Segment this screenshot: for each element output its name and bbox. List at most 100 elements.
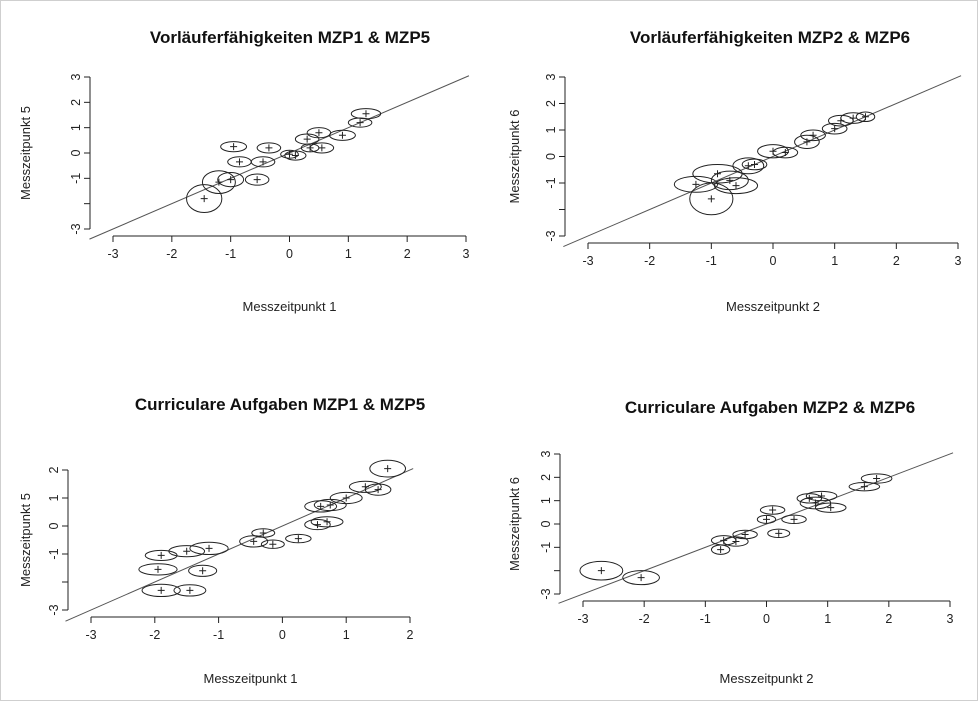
data-point-marker bbox=[269, 541, 276, 548]
y-tick-label: -3 bbox=[544, 230, 558, 241]
x-tick-label: 3 bbox=[463, 247, 470, 261]
x-tick-label: 2 bbox=[407, 628, 414, 642]
data-point-marker bbox=[295, 535, 302, 542]
data-point-marker bbox=[598, 567, 605, 574]
y-tick-label: 2 bbox=[539, 474, 553, 481]
data-point-marker bbox=[751, 161, 758, 168]
data-point-marker bbox=[265, 144, 272, 151]
x-tick-label: 1 bbox=[343, 628, 350, 642]
chart-title: Vorläuferfähigkeiten MZP1 & MZP5 bbox=[150, 28, 430, 47]
data-point-marker bbox=[260, 158, 267, 165]
data-point-marker bbox=[201, 195, 208, 202]
x-tick-label: 0 bbox=[286, 247, 293, 261]
chart-panel-2: Vorläuferfähigkeiten MZP2 & MZP6 -3 -2 -1 0 1… bbox=[507, 28, 962, 314]
x-tick-label: -3 bbox=[582, 254, 593, 268]
x-tick-label: 1 bbox=[824, 612, 831, 626]
x-tick-label: 1 bbox=[831, 254, 838, 268]
data-point-marker bbox=[742, 531, 749, 538]
data-point-marker bbox=[154, 566, 161, 573]
data-point-marker bbox=[230, 143, 237, 150]
data-point-marker bbox=[250, 538, 257, 545]
data-point-marker bbox=[254, 176, 261, 183]
y-tick-label: 1 bbox=[47, 494, 61, 501]
y-tick-label: 0 bbox=[69, 149, 83, 156]
y-axis-label: Messzeitpunkt 5 bbox=[18, 493, 33, 587]
x-axis-label: Messzeitpunkt 2 bbox=[726, 299, 820, 314]
data-point-marker bbox=[717, 546, 724, 553]
data-point-marker bbox=[769, 507, 776, 514]
chart-panel-3: Curriculare Aufgaben MZP1 & MZP5 -3 -2 -1 0 1… bbox=[18, 395, 425, 686]
data-point-marker bbox=[861, 483, 868, 490]
data-point-marker bbox=[763, 516, 770, 523]
x-tick-label: 0 bbox=[763, 612, 770, 626]
y-tick-label: 0 bbox=[544, 153, 558, 160]
y-tick-label: 1 bbox=[544, 126, 558, 133]
x-tick-label: -1 bbox=[213, 628, 224, 642]
reference-line bbox=[65, 469, 413, 622]
y-tick-label: 3 bbox=[539, 450, 553, 457]
reference-line bbox=[563, 76, 961, 247]
data-point-marker bbox=[158, 552, 165, 559]
x-tick-label: -3 bbox=[577, 612, 588, 626]
data-point-marker bbox=[708, 195, 715, 202]
chart-title: Curriculare Aufgaben MZP1 & MZP5 bbox=[135, 395, 425, 414]
x-tick-label: 0 bbox=[279, 628, 286, 642]
data-point-marker bbox=[362, 110, 369, 117]
y-tick-label: 2 bbox=[544, 100, 558, 107]
data-point-marker bbox=[732, 538, 739, 545]
data-point-marker bbox=[692, 181, 699, 188]
x-tick-label: -2 bbox=[166, 247, 177, 261]
x-tick-label: -1 bbox=[700, 612, 711, 626]
data-point-marker bbox=[384, 465, 391, 472]
x-tick-label: 0 bbox=[770, 254, 777, 268]
x-axis-label: Messzeitpunkt 1 bbox=[243, 299, 337, 314]
x-axis-label: Messzeitpunkt 1 bbox=[204, 671, 298, 686]
x-tick-label: -1 bbox=[225, 247, 236, 261]
data-point-marker bbox=[357, 119, 364, 126]
data-point-marker bbox=[827, 504, 834, 511]
x-tick-label: -2 bbox=[639, 612, 650, 626]
y-axis-label: Messzeitpunkt 5 bbox=[18, 106, 33, 200]
data-point-marker bbox=[775, 530, 782, 537]
x-tick-label: -2 bbox=[149, 628, 160, 642]
x-tick-label: 2 bbox=[404, 247, 411, 261]
y-tick-label: -1 bbox=[544, 177, 558, 188]
data-point-marker bbox=[791, 516, 798, 523]
data-point-marker bbox=[638, 574, 645, 581]
chart-panel-4: Curriculare Aufgaben MZP2 & MZP6 -3 -2 -1 0 1… bbox=[507, 398, 954, 686]
data-point-marker bbox=[375, 486, 382, 493]
reference-line bbox=[559, 453, 954, 603]
x-tick-label: -3 bbox=[85, 628, 96, 642]
y-tick-label: 3 bbox=[544, 73, 558, 80]
y-tick-label: 3 bbox=[69, 73, 83, 80]
data-point-marker bbox=[339, 132, 346, 139]
data-point-marker bbox=[206, 545, 213, 552]
y-tick-label: -3 bbox=[47, 604, 61, 615]
y-tick-label: 2 bbox=[69, 99, 83, 106]
data-point-marker bbox=[862, 113, 869, 120]
x-tick-label: 2 bbox=[893, 254, 900, 268]
y-axis-label: Messzeitpunkt 6 bbox=[507, 110, 522, 204]
x-tick-label: -1 bbox=[706, 254, 717, 268]
x-tick-label: 3 bbox=[947, 612, 954, 626]
y-axis-label: Messzeitpunkt 6 bbox=[507, 477, 522, 571]
data-point-marker bbox=[183, 548, 190, 555]
y-tick-label: 2 bbox=[47, 466, 61, 473]
data-point-marker bbox=[186, 587, 193, 594]
y-tick-label: -1 bbox=[69, 173, 83, 184]
x-tick-label: -3 bbox=[107, 247, 118, 261]
chart-title: Curriculare Aufgaben MZP2 & MZP6 bbox=[625, 398, 915, 417]
chart-panel-1: Vorläuferfähigkeiten MZP1 & MZP5 -3 -2 -1 0 1… bbox=[18, 28, 470, 314]
data-point-marker bbox=[324, 518, 331, 525]
x-tick-label: 1 bbox=[345, 247, 352, 261]
data-point-marker bbox=[343, 495, 350, 502]
reference-line bbox=[89, 76, 468, 239]
x-tick-label: 2 bbox=[885, 612, 892, 626]
y-tick-label: -1 bbox=[47, 548, 61, 559]
chart-title: Vorläuferfähigkeiten MZP2 & MZP6 bbox=[630, 28, 910, 47]
y-tick-label: 1 bbox=[69, 124, 83, 131]
data-point-marker bbox=[236, 158, 243, 165]
x-axis-label: Messzeitpunkt 2 bbox=[720, 671, 814, 686]
x-tick-label: -2 bbox=[644, 254, 655, 268]
